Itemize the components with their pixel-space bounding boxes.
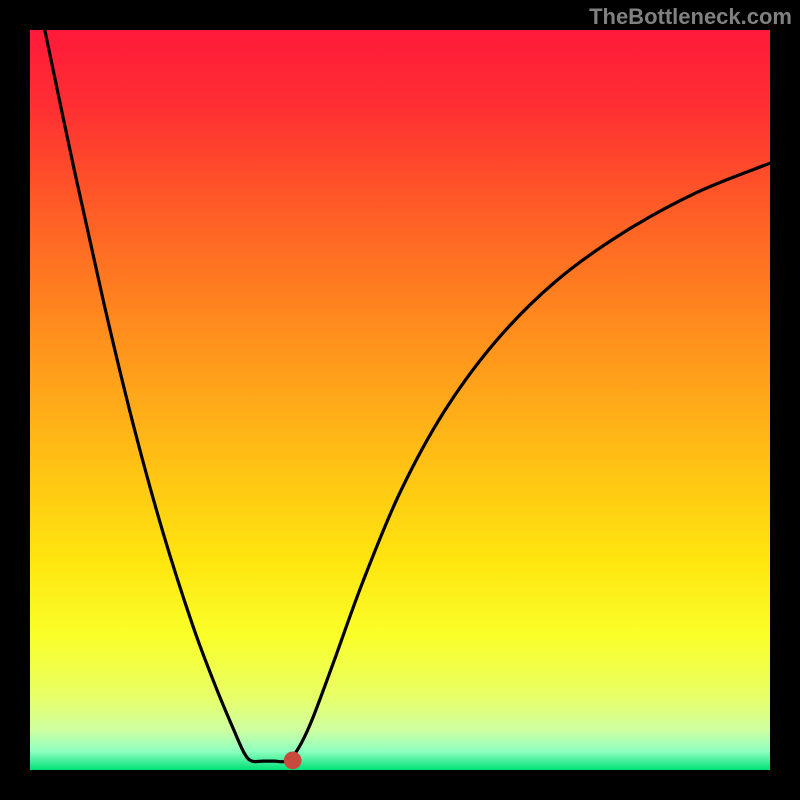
plot-area (30, 30, 770, 770)
chart-svg (30, 30, 770, 770)
min-marker-dot (284, 752, 302, 770)
watermark-text: TheBottleneck.com (589, 4, 792, 30)
gradient-background (30, 30, 770, 770)
chart-outer-frame: TheBottleneck.com (0, 0, 800, 800)
